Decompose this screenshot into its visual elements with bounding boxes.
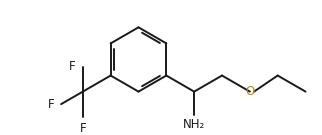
Text: O: O — [245, 85, 254, 98]
Text: F: F — [80, 122, 86, 134]
Text: F: F — [47, 98, 54, 111]
Text: F: F — [69, 60, 76, 73]
Text: NH₂: NH₂ — [183, 118, 205, 131]
